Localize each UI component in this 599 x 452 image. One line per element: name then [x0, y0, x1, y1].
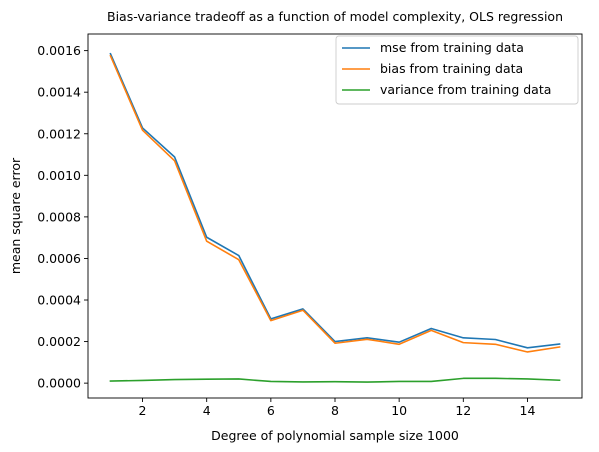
y-tick-label: 0.0006 — [37, 251, 81, 266]
y-axis-label: mean square error — [8, 157, 23, 274]
x-tick-label: 12 — [455, 403, 471, 418]
x-tick-label: 4 — [203, 403, 211, 418]
y-tick-label: 0.0008 — [37, 209, 81, 224]
series-lines — [109, 52, 561, 383]
y-tick-label: 0.0000 — [37, 376, 81, 391]
chart-title: Bias-variance tradeoff as a function of … — [107, 9, 563, 24]
x-tick-label: 14 — [520, 403, 536, 418]
y-tick-label: 0.0014 — [37, 85, 81, 100]
legend-label-bias: bias from training data — [380, 61, 523, 76]
series-line-bias — [109, 54, 561, 353]
axis-ticks: 2 4 6 8 10 12 14 0.0000 0.0002 0.0004 0.0006 0.0008… — [37, 43, 535, 418]
y-tick-label: 0.0010 — [37, 168, 81, 183]
y-tick-label: 0.0012 — [37, 126, 81, 141]
y-tick-label: 0.0016 — [37, 43, 81, 58]
x-tick-label: 6 — [267, 403, 275, 418]
x-axis-label: Degree of polynomial sample size 1000 — [211, 428, 459, 443]
y-tick-label: 0.0004 — [37, 293, 81, 308]
x-tick-label: 10 — [391, 403, 407, 418]
x-tick-label: 8 — [331, 403, 339, 418]
legend: mse from training data bias from trainin… — [335, 35, 579, 105]
x-tick-label: 2 — [139, 403, 147, 418]
legend-label-mse: mse from training data — [380, 40, 524, 55]
y-tick-label: 0.0002 — [37, 334, 81, 349]
legend-label-variance: variance from training data — [380, 82, 551, 97]
plot-frame — [87, 33, 583, 399]
series-line-mse — [109, 52, 561, 349]
legend-box — [335, 35, 579, 105]
series-line-variance — [109, 377, 561, 383]
